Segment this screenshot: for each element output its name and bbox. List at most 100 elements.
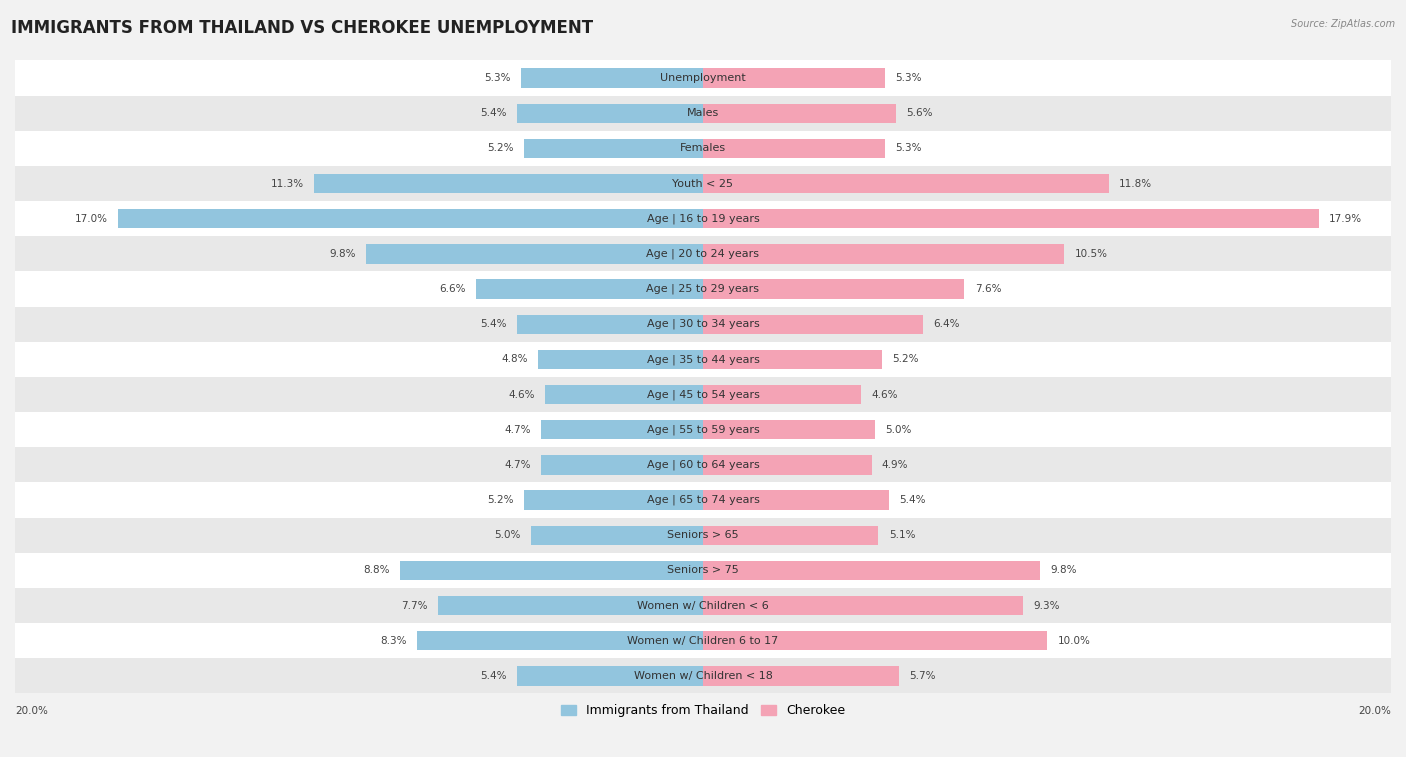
Bar: [15, 588, 1391, 623]
Bar: [15, 61, 1391, 95]
Text: Age | 30 to 34 years: Age | 30 to 34 years: [647, 319, 759, 329]
Text: Females: Females: [681, 143, 725, 154]
Bar: [703, 420, 875, 439]
Text: 5.1%: 5.1%: [889, 530, 915, 540]
Bar: [703, 279, 965, 299]
Bar: [15, 412, 1391, 447]
Bar: [15, 95, 1391, 131]
Text: Source: ZipAtlas.com: Source: ZipAtlas.com: [1291, 19, 1395, 29]
Bar: [524, 139, 703, 158]
Text: 6.4%: 6.4%: [934, 319, 960, 329]
Legend: Immigrants from Thailand, Cherokee: Immigrants from Thailand, Cherokee: [555, 699, 851, 722]
Text: 9.8%: 9.8%: [1050, 565, 1077, 575]
Text: 9.3%: 9.3%: [1033, 600, 1060, 611]
Bar: [15, 236, 1391, 272]
Text: Males: Males: [688, 108, 718, 118]
Bar: [15, 341, 1391, 377]
Bar: [15, 482, 1391, 518]
Bar: [703, 68, 886, 88]
Text: 7.6%: 7.6%: [974, 284, 1001, 294]
Bar: [541, 420, 703, 439]
Bar: [439, 596, 703, 615]
Bar: [544, 385, 703, 404]
Bar: [15, 377, 1391, 412]
Text: 5.6%: 5.6%: [905, 108, 932, 118]
Bar: [477, 279, 703, 299]
Text: Age | 16 to 19 years: Age | 16 to 19 years: [647, 213, 759, 224]
Text: Women w/ Children < 6: Women w/ Children < 6: [637, 600, 769, 611]
Text: Age | 25 to 29 years: Age | 25 to 29 years: [647, 284, 759, 294]
Bar: [15, 623, 1391, 659]
Text: 5.4%: 5.4%: [898, 495, 925, 505]
Text: 20.0%: 20.0%: [1358, 706, 1391, 716]
Bar: [418, 631, 703, 650]
Bar: [315, 174, 703, 193]
Text: 4.7%: 4.7%: [505, 459, 531, 470]
Bar: [703, 455, 872, 475]
Text: 5.3%: 5.3%: [896, 73, 922, 83]
Text: 17.0%: 17.0%: [75, 213, 108, 223]
Bar: [15, 659, 1391, 693]
Text: Women w/ Children 6 to 17: Women w/ Children 6 to 17: [627, 636, 779, 646]
Text: Age | 60 to 64 years: Age | 60 to 64 years: [647, 459, 759, 470]
Bar: [524, 491, 703, 509]
Bar: [703, 385, 862, 404]
Bar: [703, 314, 924, 334]
Bar: [541, 455, 703, 475]
Text: 5.0%: 5.0%: [886, 425, 911, 435]
Text: Age | 45 to 54 years: Age | 45 to 54 years: [647, 389, 759, 400]
Text: 20.0%: 20.0%: [15, 706, 48, 716]
Text: 17.9%: 17.9%: [1329, 213, 1362, 223]
Bar: [366, 245, 703, 263]
Bar: [15, 518, 1391, 553]
Bar: [118, 209, 703, 229]
Bar: [703, 596, 1024, 615]
Text: 5.4%: 5.4%: [481, 319, 508, 329]
Bar: [531, 525, 703, 545]
Text: Age | 65 to 74 years: Age | 65 to 74 years: [647, 495, 759, 505]
Bar: [703, 245, 1064, 263]
Text: 5.4%: 5.4%: [481, 671, 508, 681]
Text: 11.3%: 11.3%: [271, 179, 304, 188]
Bar: [703, 666, 898, 686]
Text: 4.9%: 4.9%: [882, 459, 908, 470]
Bar: [703, 104, 896, 123]
Bar: [703, 525, 879, 545]
Text: 5.3%: 5.3%: [484, 73, 510, 83]
Text: 5.7%: 5.7%: [910, 671, 936, 681]
Text: 11.8%: 11.8%: [1119, 179, 1153, 188]
Text: Age | 35 to 44 years: Age | 35 to 44 years: [647, 354, 759, 365]
Bar: [15, 447, 1391, 482]
Bar: [15, 201, 1391, 236]
Bar: [15, 131, 1391, 166]
Text: IMMIGRANTS FROM THAILAND VS CHEROKEE UNEMPLOYMENT: IMMIGRANTS FROM THAILAND VS CHEROKEE UNE…: [11, 19, 593, 37]
Text: 5.0%: 5.0%: [495, 530, 520, 540]
Text: Seniors > 75: Seniors > 75: [666, 565, 740, 575]
Text: 4.7%: 4.7%: [505, 425, 531, 435]
Bar: [520, 68, 703, 88]
Bar: [703, 631, 1047, 650]
Text: 6.6%: 6.6%: [439, 284, 465, 294]
Bar: [703, 350, 882, 369]
Text: 8.3%: 8.3%: [381, 636, 408, 646]
Text: 5.3%: 5.3%: [896, 143, 922, 154]
Bar: [703, 139, 886, 158]
Bar: [703, 174, 1109, 193]
Text: Youth < 25: Youth < 25: [672, 179, 734, 188]
Text: Women w/ Children < 18: Women w/ Children < 18: [634, 671, 772, 681]
Bar: [15, 272, 1391, 307]
Text: 5.2%: 5.2%: [488, 143, 513, 154]
Bar: [401, 561, 703, 580]
Bar: [517, 104, 703, 123]
Bar: [517, 666, 703, 686]
Text: Unemployment: Unemployment: [661, 73, 745, 83]
Text: 5.2%: 5.2%: [488, 495, 513, 505]
Text: 4.6%: 4.6%: [872, 390, 898, 400]
Text: 5.4%: 5.4%: [481, 108, 508, 118]
Bar: [703, 561, 1040, 580]
Text: 9.8%: 9.8%: [329, 249, 356, 259]
Bar: [703, 209, 1319, 229]
Bar: [517, 314, 703, 334]
Text: Age | 20 to 24 years: Age | 20 to 24 years: [647, 248, 759, 259]
Bar: [15, 553, 1391, 588]
